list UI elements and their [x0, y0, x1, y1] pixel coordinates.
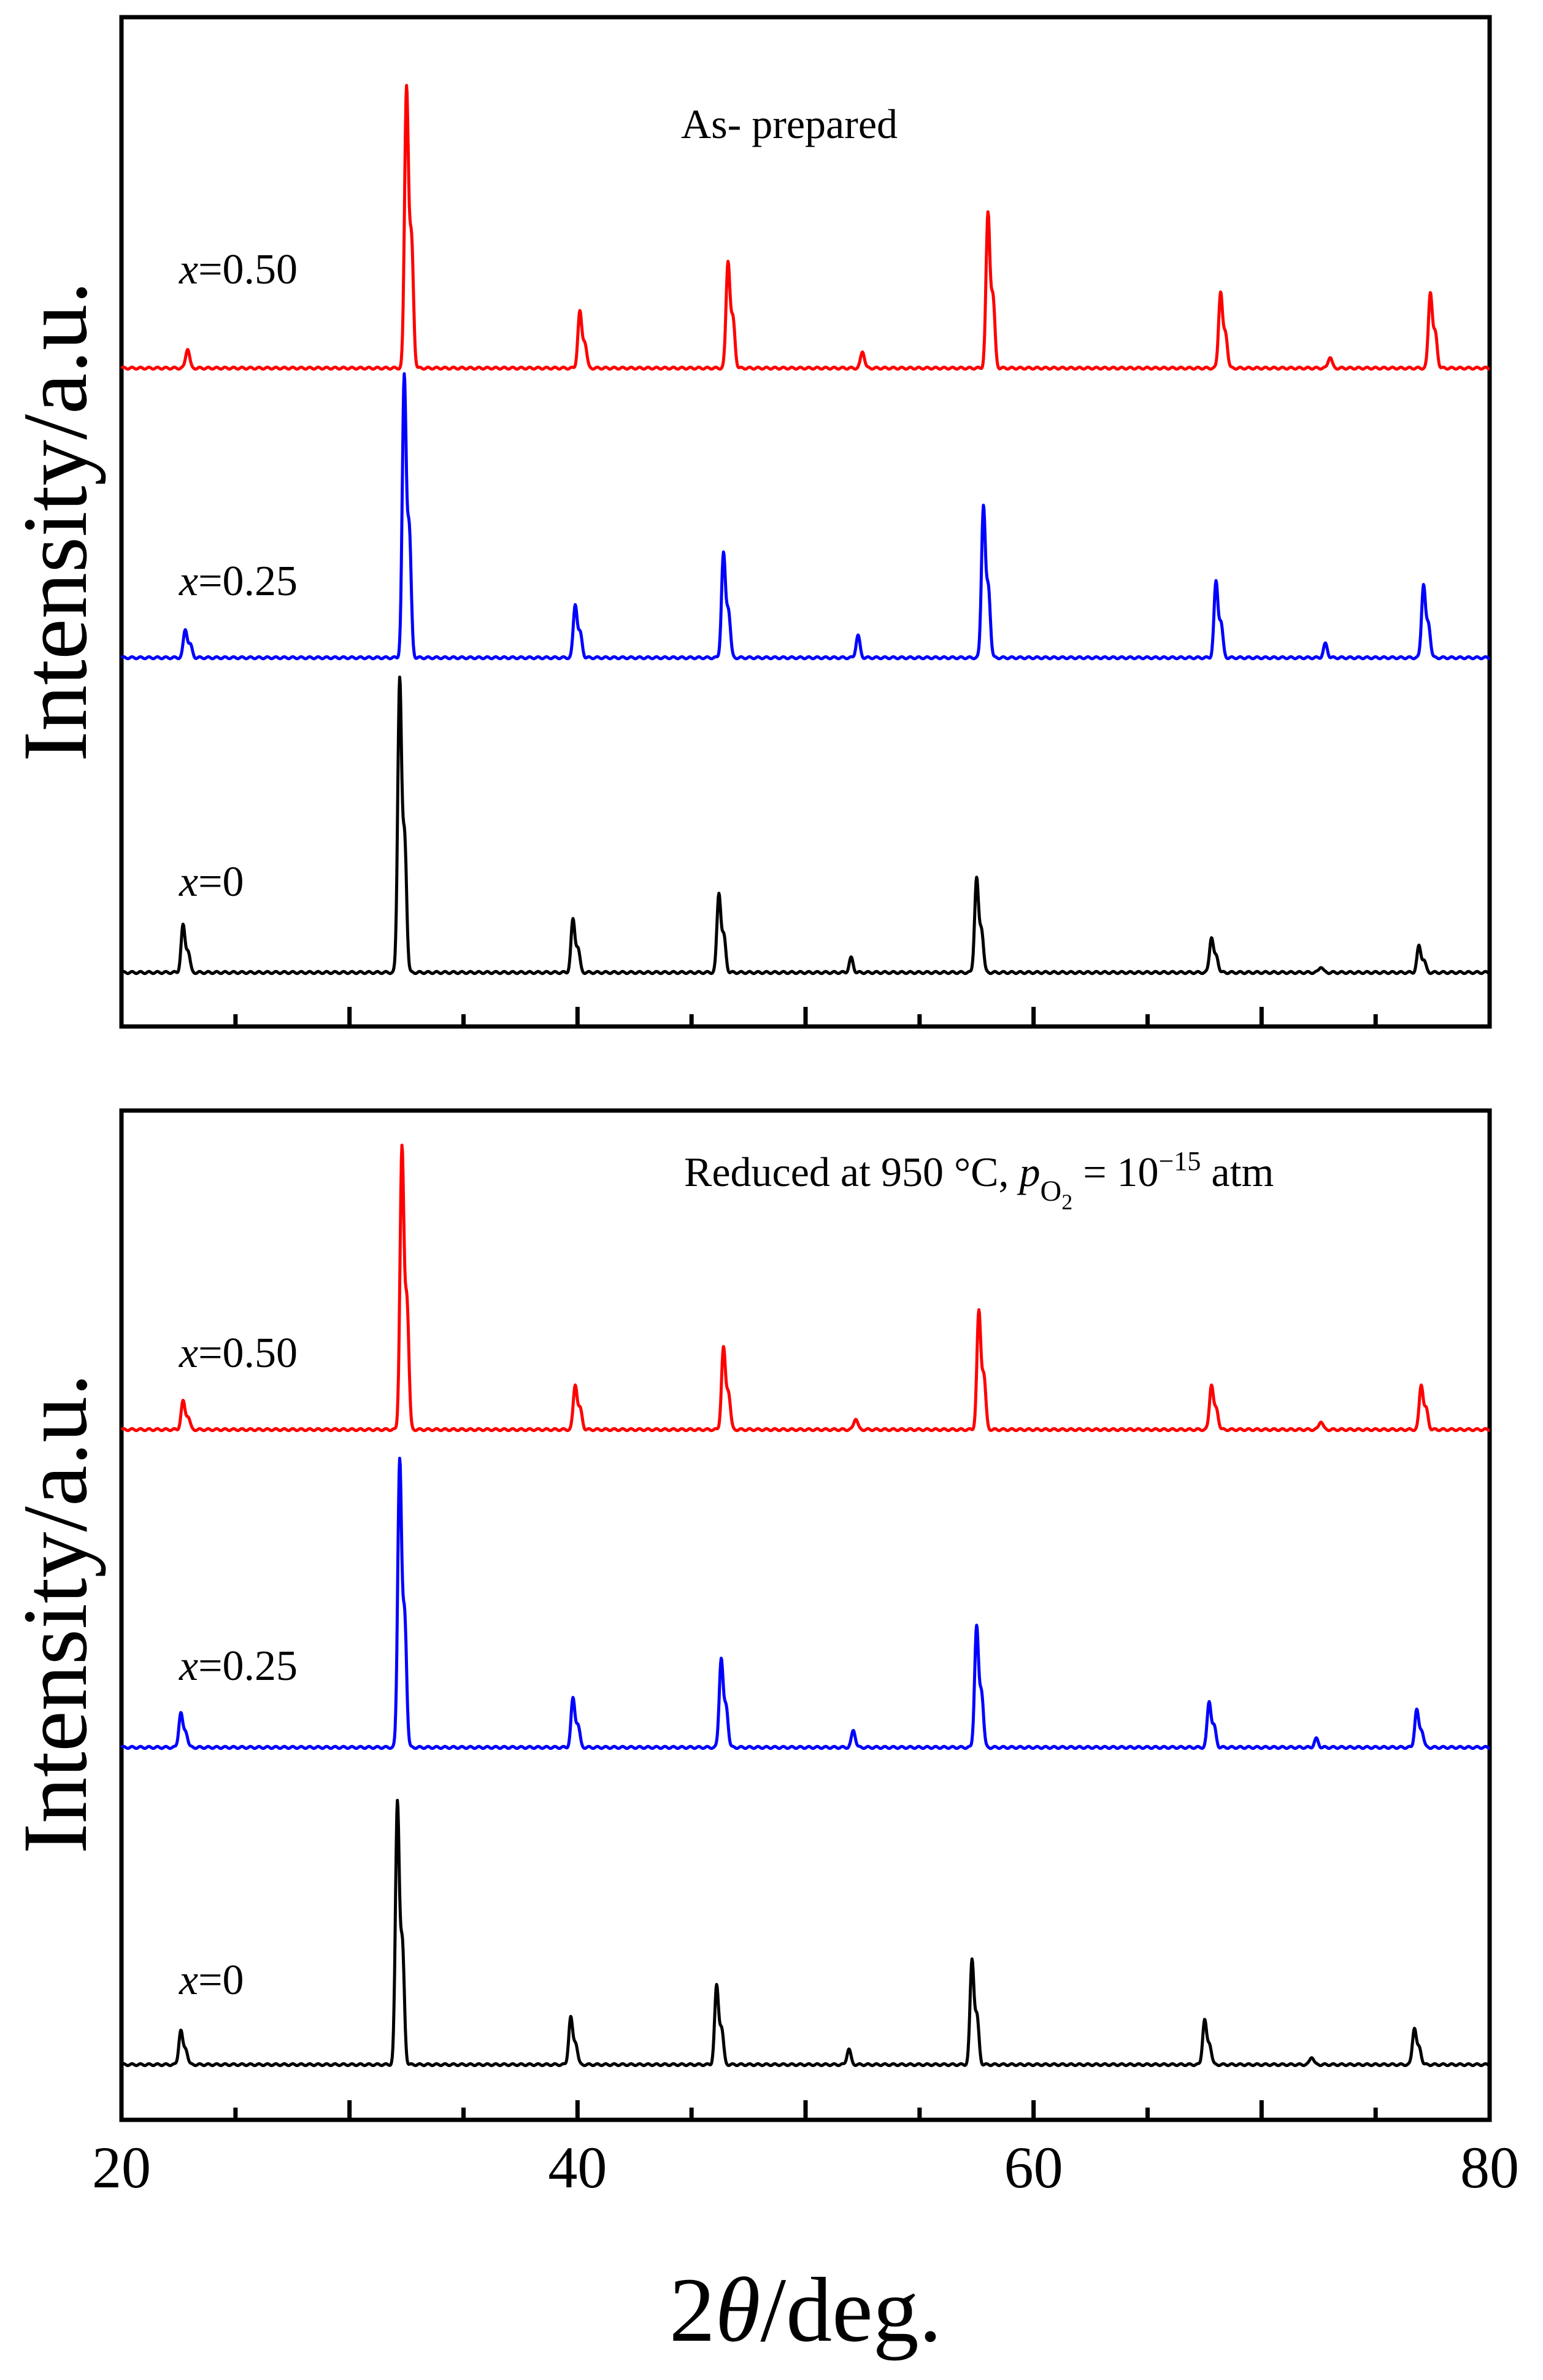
top-trace-x0	[120, 676, 1491, 976]
x-axis-title: 2θ/deg.	[669, 2259, 942, 2361]
bottom-trace-x0	[120, 1798, 1491, 2067]
bottom-annotation: Reduced at 950 °C, pO2 = 10−15 atm	[684, 1146, 1274, 1214]
bottom-label-x0: x=0	[179, 1957, 244, 2004]
bottom-label-x025: x=0.25	[179, 1643, 298, 1690]
top-trace-x025	[120, 372, 1491, 661]
top-label-x025: x=0.25	[179, 558, 298, 605]
bottom-trace-x050	[120, 1144, 1491, 1433]
top-y-axis-title: Intensity/a.u.	[4, 281, 106, 761]
top-traces	[120, 83, 1491, 976]
top-x-ticks	[233, 1007, 1378, 1026]
bottom-label-x050: x=0.50	[179, 1330, 298, 1377]
bottom-x-tick-labels: 20 40 60 80	[92, 2135, 1519, 2200]
top-annotation: As- prepared	[681, 101, 898, 147]
bottom-traces	[120, 1144, 1491, 2067]
bottom-trace-x025	[120, 1457, 1491, 1750]
top-panel: As- prepared x=0.50 x=0.25 x=0 Intensity…	[4, 15, 1492, 1029]
x-tick-label-40: 40	[548, 2135, 607, 2200]
top-trace-x050	[120, 83, 1491, 371]
top-label-x050: x=0.50	[179, 246, 298, 293]
x-tick-label-20: 20	[92, 2135, 151, 2200]
bottom-x-ticks	[233, 2100, 1378, 2120]
x-tick-label-80: 80	[1460, 2135, 1519, 2200]
x-tick-label-60: 60	[1004, 2135, 1063, 2200]
bottom-panel: Reduced at 950 °C, pO2 = 10−15 atm x=0.5…	[4, 1108, 1519, 2361]
top-label-x0: x=0	[179, 858, 244, 906]
bottom-y-axis-title: Intensity/a.u.	[4, 1373, 106, 1854]
